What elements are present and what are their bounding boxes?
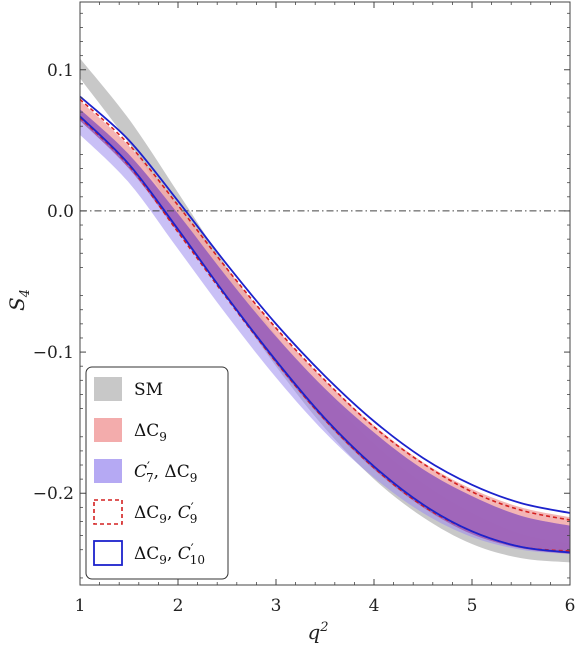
- legend-swatch-4: [93, 540, 123, 566]
- legend-label-0: SM: [134, 380, 163, 400]
- y-axis-title-main: S: [5, 297, 29, 311]
- y-tick-label-0: 0.1: [47, 61, 74, 81]
- y-axis-title: S4: [5, 289, 33, 311]
- y-tick-label-3: −0.2: [33, 484, 74, 504]
- curve-c9-c10-upper: [80, 95, 570, 514]
- y-axis-title-sub: 4: [18, 289, 33, 298]
- legend: SM ΔC9 C′ 7, ΔC9 ΔC9, C′ 9 ΔC9, C′ 10: [85, 366, 229, 580]
- x-tick-label-6: 6: [565, 596, 576, 616]
- legend-label-1: ΔC9: [134, 421, 167, 444]
- x-tick-label-1: 1: [75, 596, 86, 616]
- x-tick-label-4: 4: [369, 596, 380, 616]
- legend-swatch-0: [94, 377, 122, 401]
- legend-swatch-2: [94, 459, 122, 483]
- band-c9: [80, 100, 570, 554]
- x-axis-title: q2: [307, 620, 328, 644]
- curve-c9-c9-upper: [80, 98, 570, 521]
- x-tick-label-5: 5: [467, 596, 478, 616]
- legend-label-2: C′ 7, ΔC9: [134, 460, 197, 485]
- ticks-layer: 1 2 3 4 5 6 0.1 0.0 −0.1 −0.2: [33, 2, 576, 616]
- y-tick-label-2: −0.1: [33, 343, 74, 363]
- x-tick-label-2: 2: [173, 596, 184, 616]
- legend-label-4: ΔC9, C′ 10: [134, 542, 205, 567]
- outlines-layer: [80, 95, 570, 554]
- x-axis-title-main: q: [307, 620, 320, 644]
- y-tick-label-1: 0.0: [47, 202, 74, 222]
- legend-label-3: ΔC9, C′ 9: [134, 501, 197, 526]
- legend-swatch-1: [94, 418, 122, 442]
- legend-swatch-3: [93, 499, 123, 525]
- x-axis-title-sup: 2: [319, 620, 328, 635]
- curve-c9-c10-lower: [80, 115, 570, 554]
- x-tick-label-3: 3: [271, 596, 282, 616]
- plot-frame: [79, 1, 571, 586]
- bands-layer: [80, 58, 570, 563]
